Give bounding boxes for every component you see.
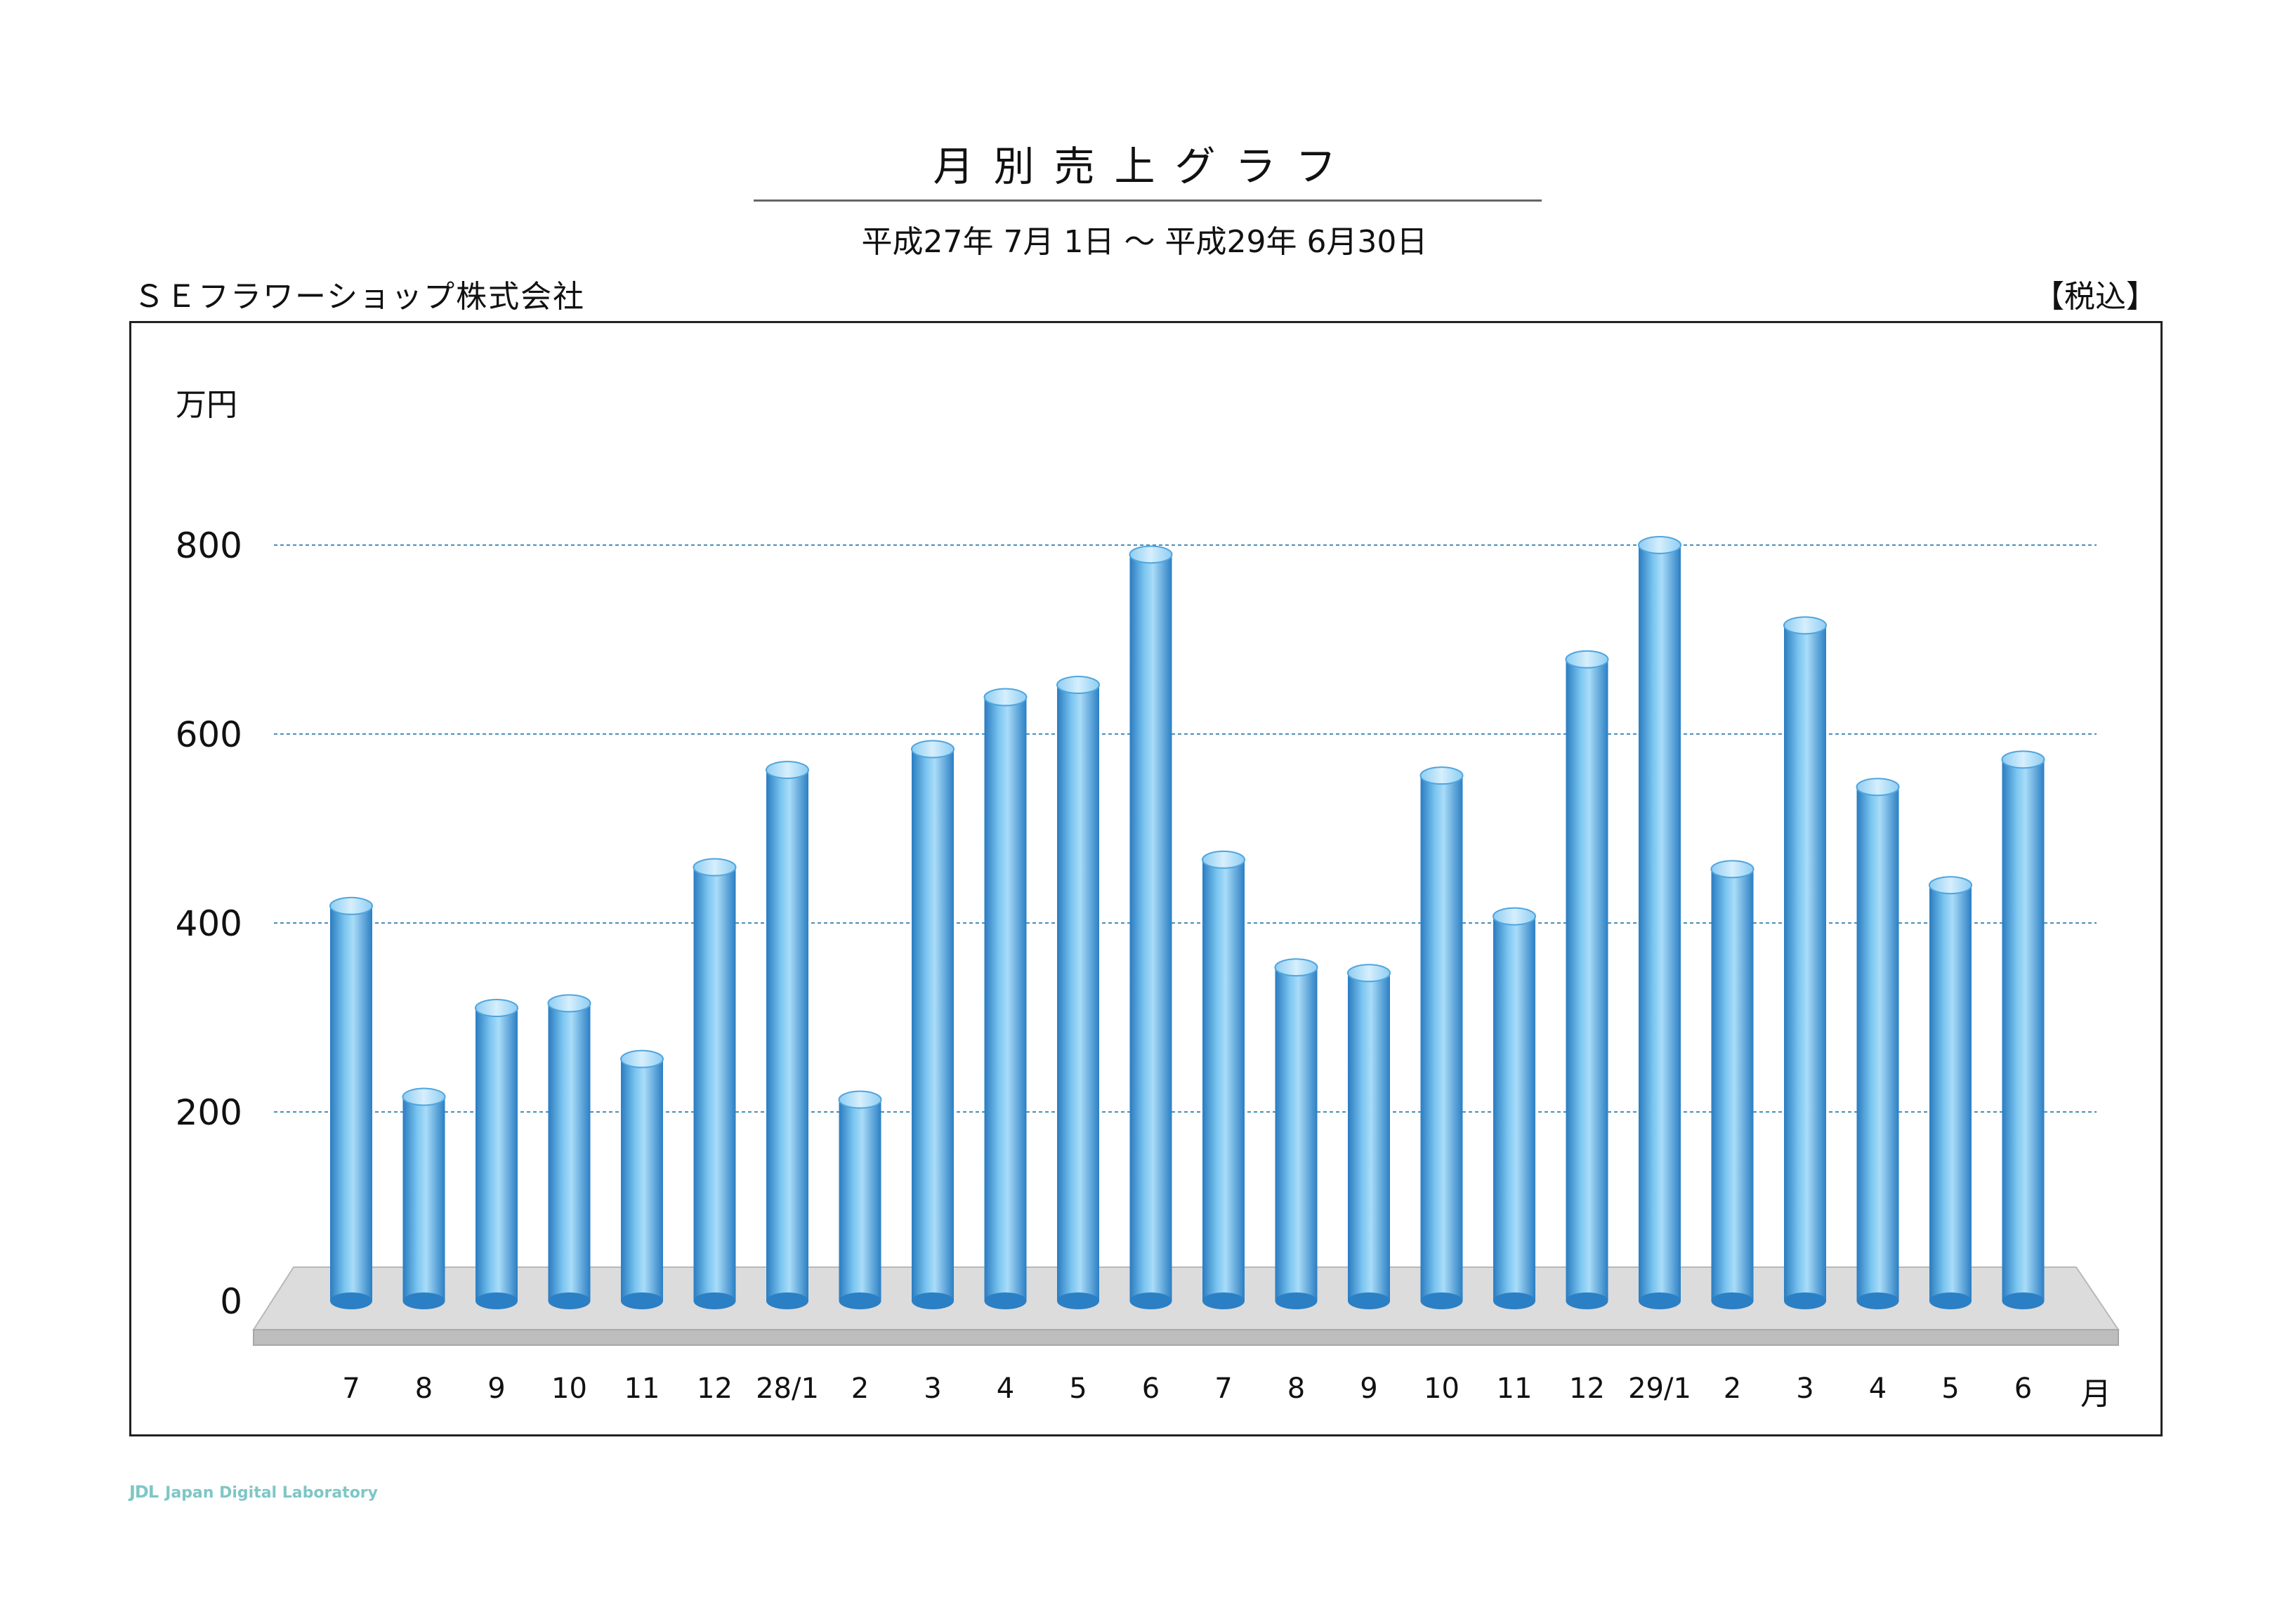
period-range: 平成27年 7月 1日 〜 平成29年 6月30日 bbox=[861, 224, 1428, 260]
x-tick-label: 5 bbox=[1069, 1373, 1087, 1405]
x-axis-unit-label: 月 bbox=[2080, 1376, 2111, 1412]
y-axis-ticks: 0 200 400 600 800 bbox=[176, 525, 242, 1322]
floor-top bbox=[252, 1266, 2120, 1330]
x-tick-label: 9 bbox=[1360, 1373, 1377, 1405]
x-tick-label: 11 bbox=[1497, 1373, 1533, 1405]
bar bbox=[1274, 958, 1318, 1309]
bar bbox=[1856, 778, 1900, 1309]
bar bbox=[1129, 545, 1173, 1309]
y-tick-label: 800 bbox=[176, 525, 242, 566]
bar bbox=[1493, 907, 1536, 1309]
x-tick-label: 2 bbox=[851, 1373, 869, 1405]
x-tick-label: 11 bbox=[624, 1373, 660, 1405]
company-name: ＳＥフラワーショップ株式会社 bbox=[133, 279, 586, 315]
x-tick-label: 7 bbox=[342, 1373, 360, 1405]
title-underline bbox=[754, 199, 1542, 202]
x-tick-label: 29/1 bbox=[1628, 1373, 1691, 1405]
chart-frame bbox=[129, 321, 2163, 1436]
bar bbox=[1565, 650, 1609, 1309]
x-tick-label: 6 bbox=[2014, 1373, 2032, 1405]
footer-logo: JDL Japan Digital Laboratory bbox=[129, 1482, 378, 1502]
x-tick-label: 3 bbox=[924, 1373, 941, 1405]
floor-front bbox=[253, 1329, 2119, 1346]
x-tick-label: 6 bbox=[1142, 1373, 1160, 1405]
bar bbox=[620, 1049, 664, 1309]
x-tick-label: 4 bbox=[997, 1373, 1014, 1405]
bars bbox=[329, 536, 2045, 1309]
chart-title: 月別売上グラフ bbox=[933, 143, 1356, 190]
bar bbox=[983, 688, 1028, 1309]
x-tick-label: 8 bbox=[1287, 1373, 1305, 1405]
bar bbox=[1419, 766, 1464, 1309]
x-tick-label: 10 bbox=[1424, 1373, 1460, 1405]
bar bbox=[911, 740, 955, 1309]
y-tick-label: 400 bbox=[176, 903, 242, 944]
bar bbox=[402, 1087, 446, 1309]
y-axis-unit-label: 万円 bbox=[176, 387, 237, 423]
jdl-logo-mark: JDL bbox=[129, 1482, 159, 1502]
bar bbox=[766, 761, 809, 1309]
bar bbox=[329, 896, 373, 1309]
x-tick-label: 10 bbox=[551, 1373, 587, 1405]
bar bbox=[475, 999, 518, 1309]
x-tick-label: 3 bbox=[1796, 1373, 1814, 1405]
x-tick-label: 7 bbox=[1214, 1373, 1232, 1405]
bar bbox=[2001, 750, 2045, 1309]
x-axis-ticks: 7 8 9 10 11 12 28/1 2 3 4 5 6 7 8 9 10 11 12 29/1 2 3 4 5 6 bbox=[342, 1373, 2032, 1405]
x-tick-label: 8 bbox=[415, 1373, 433, 1405]
bar bbox=[838, 1090, 882, 1309]
bar bbox=[547, 994, 591, 1309]
bar bbox=[693, 858, 737, 1309]
tax-note: 【税込】 bbox=[2033, 279, 2157, 315]
y-tick-label: 0 bbox=[220, 1281, 242, 1322]
footer-logo-text: Japan Digital Laboratory bbox=[165, 1484, 378, 1502]
chart-floor bbox=[252, 1266, 2120, 1346]
x-tick-label: 5 bbox=[1941, 1373, 1959, 1405]
x-tick-label: 9 bbox=[487, 1373, 505, 1405]
x-tick-label: 28/1 bbox=[756, 1373, 819, 1405]
bar bbox=[1783, 616, 1827, 1309]
y-tick-label: 600 bbox=[176, 714, 242, 755]
bar bbox=[1710, 860, 1755, 1309]
bar bbox=[1202, 850, 1245, 1309]
bar bbox=[1929, 876, 1972, 1309]
x-tick-label: 12 bbox=[1569, 1373, 1605, 1405]
bar bbox=[1056, 676, 1100, 1309]
x-tick-label: 2 bbox=[1724, 1373, 1741, 1405]
bar bbox=[1638, 536, 1681, 1309]
bar bbox=[1347, 964, 1391, 1309]
y-tick-label: 200 bbox=[176, 1092, 242, 1133]
x-tick-label: 12 bbox=[697, 1373, 733, 1405]
x-tick-label: 4 bbox=[1869, 1373, 1887, 1405]
